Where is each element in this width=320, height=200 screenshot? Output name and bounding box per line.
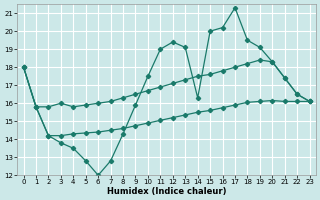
X-axis label: Humidex (Indice chaleur): Humidex (Indice chaleur)	[107, 187, 226, 196]
